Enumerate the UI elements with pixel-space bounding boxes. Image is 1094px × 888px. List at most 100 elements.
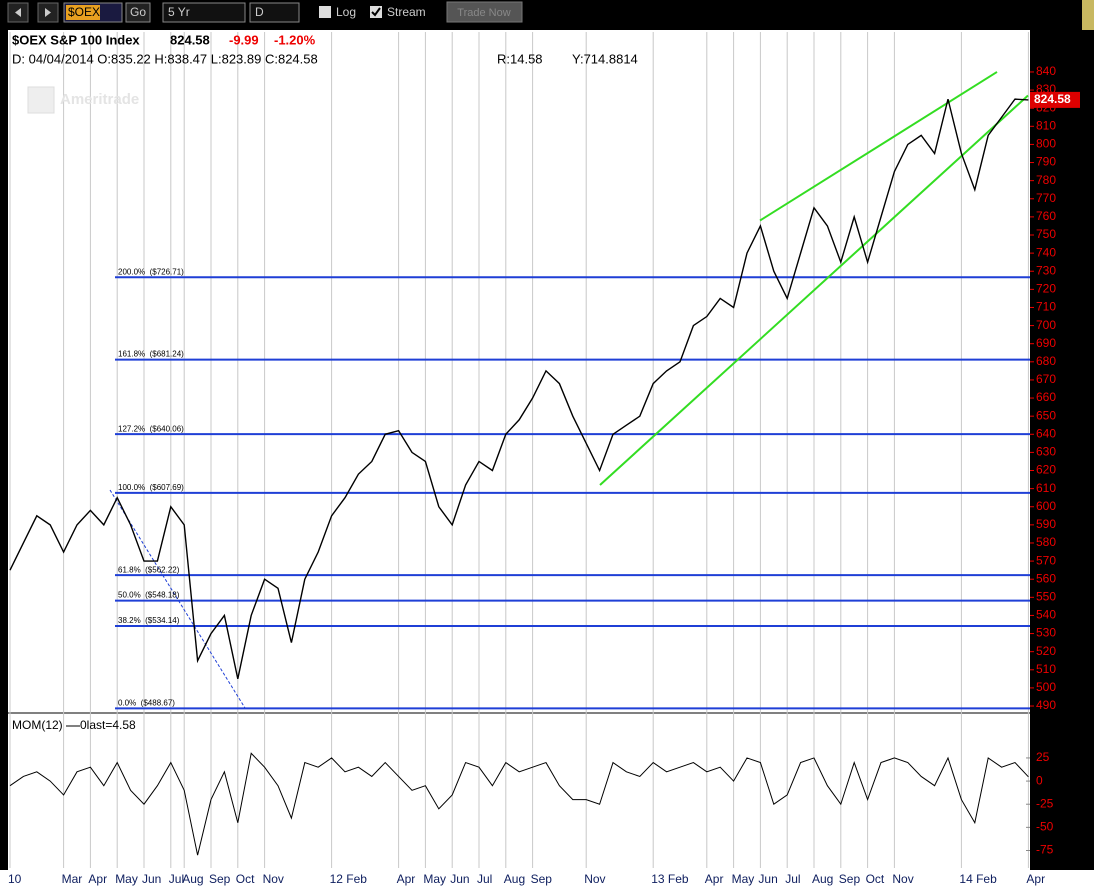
x-tick-label: Jul (477, 872, 492, 886)
y-tick-label: 510 (1036, 662, 1056, 676)
x-tick-label: Nov (263, 872, 284, 886)
period-select[interactable] (162, 2, 246, 23)
x-tick-label: Oct (866, 872, 885, 886)
price-line (9, 98, 1029, 679)
chart-area (8, 30, 1030, 870)
price-tag-box (1030, 91, 1080, 108)
fib-label: 50.0% ($548.18) (118, 591, 180, 600)
momentum-tick-label: -25 (1036, 796, 1054, 810)
check-icon (371, 7, 381, 17)
period-label: 5 Yr (168, 5, 190, 19)
y-tick-label: 760 (1036, 209, 1056, 223)
go-button[interactable] (125, 2, 151, 23)
x-tick-label: May (423, 872, 446, 886)
y-tick-label: 490 (1036, 698, 1056, 712)
x-axis-strip (0, 870, 1094, 888)
chart-title: $OEX S&P 100 Index (12, 32, 140, 47)
x-tick-label: Sep (531, 872, 553, 886)
x-tick-label: Jun (758, 872, 777, 886)
y-tick-label: 610 (1036, 481, 1056, 495)
y-tick-label: 520 (1036, 644, 1056, 658)
x-tick-label: Sep (839, 872, 861, 886)
momentum-line (9, 752, 1029, 856)
x-tick-label: Jul (169, 872, 184, 886)
x-tick-label: Jun (450, 872, 469, 886)
y-tick-label: 500 (1036, 680, 1056, 694)
momentum-tick-label: 0 (1036, 773, 1043, 787)
x-tick-label: May (115, 872, 138, 886)
y-tick-label: 810 (1036, 118, 1056, 132)
go-label: Go (130, 5, 146, 19)
trend-line (599, 94, 1029, 486)
x-tick-label: Sep (209, 872, 231, 886)
range-info: R:14.58 (497, 51, 543, 66)
y-tick-label: 710 (1036, 300, 1056, 314)
y-tick-label: 570 (1036, 553, 1056, 567)
y-tick-label: 800 (1036, 137, 1056, 151)
trade-label: Trade Now (457, 7, 510, 19)
last-price: 824.58 (170, 32, 210, 47)
y-tick-label: 720 (1036, 282, 1056, 296)
y-tick-label: 530 (1036, 626, 1056, 640)
x-tick-label: Apr (88, 872, 107, 886)
fib-label: 161.8% ($681.24) (118, 350, 184, 359)
momentum-label: MOM(12) (12, 718, 63, 732)
fib-label: 200.0% ($726.71) (118, 267, 184, 276)
x-tick-label: Apr (705, 872, 724, 886)
x-tick-label: Apr (1026, 872, 1045, 886)
y-tick-label: 640 (1036, 426, 1056, 440)
y-tick-label: 690 (1036, 336, 1056, 350)
x-tick-label: Aug (504, 872, 525, 886)
forward-icon (45, 8, 51, 17)
stream-label: Stream (387, 5, 426, 19)
price-tag: 824.58 (1034, 92, 1071, 106)
trade-button[interactable] (446, 1, 523, 23)
log-checkbox[interactable] (319, 6, 331, 18)
x-tick-label: Aug (182, 872, 203, 886)
y-tick-label: 630 (1036, 445, 1056, 459)
watermark-logo (27, 86, 55, 114)
trend-line (759, 71, 998, 222)
y-tick-label: 550 (1036, 589, 1056, 603)
watermark: Ameritrade (60, 91, 139, 108)
x-tick-label: Oct (236, 872, 255, 886)
x-tick-label: 10 (8, 872, 22, 886)
x-tick-label: 12 Feb (330, 872, 368, 886)
x-tick-label: Jul (785, 872, 800, 886)
y-tick-label: 580 (1036, 535, 1056, 549)
edge-strip (1082, 0, 1094, 30)
log-label: Log (336, 5, 356, 19)
price-change: -9.99 (229, 32, 259, 47)
interval-select[interactable] (249, 2, 300, 23)
symbol-highlight (66, 5, 100, 20)
x-tick-label: Aug (812, 872, 833, 886)
momentum-tick-label: 25 (1036, 750, 1050, 764)
y-axis-strip (1030, 30, 1082, 870)
cursor-y-info: Y:714.8814 (572, 51, 638, 66)
ohlc-info: D: 04/04/2014 O:835.22 H:838.47 L:823.89… (12, 51, 318, 66)
y-tick-label: 780 (1036, 173, 1056, 187)
symbol-text: $OEX (68, 5, 100, 19)
momentum-tick-label: -50 (1036, 820, 1054, 834)
back-icon (15, 8, 21, 17)
x-tick-label: May (732, 872, 755, 886)
x-tick-label: Apr (397, 872, 416, 886)
y-tick-label: 750 (1036, 227, 1056, 241)
y-tick-label: 670 (1036, 372, 1056, 386)
x-tick-label: Nov (584, 872, 605, 886)
y-tick-label: 730 (1036, 263, 1056, 277)
x-tick-label: Mar (62, 872, 83, 886)
y-tick-label: 650 (1036, 408, 1056, 422)
x-tick-label: Nov (892, 872, 913, 886)
fib-label: 0.0% ($488.67) (118, 699, 175, 708)
fib-label: 38.2% ($534.14) (118, 616, 180, 625)
y-tick-label: 560 (1036, 571, 1056, 585)
y-tick-label: 540 (1036, 608, 1056, 622)
x-tick-label: 13 Feb (651, 872, 689, 886)
momentum-tick-label: -75 (1036, 843, 1054, 857)
price-change-pct: -1.20% (274, 32, 316, 47)
y-tick-label: 740 (1036, 245, 1056, 259)
y-tick-label: 840 (1036, 64, 1056, 78)
